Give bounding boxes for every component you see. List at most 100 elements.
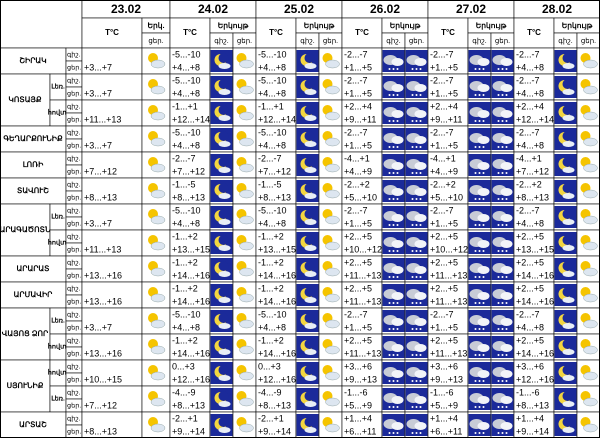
snow <box>415 380 418 382</box>
snow <box>415 354 418 356</box>
cloud <box>583 163 598 173</box>
snow <box>415 94 418 96</box>
cloud <box>304 323 317 329</box>
cloud <box>304 167 317 173</box>
night-label: գիշ. <box>67 389 81 397</box>
cloud <box>304 271 317 277</box>
cell <box>0 359 51 413</box>
weather-icon <box>382 232 405 254</box>
cell <box>141 47 171 75</box>
snow <box>478 406 481 408</box>
snow <box>478 94 481 96</box>
snow <box>497 302 500 304</box>
snow <box>474 198 477 200</box>
snow <box>392 432 395 434</box>
cell <box>255 99 297 127</box>
snow <box>474 146 477 148</box>
temp-day: +3...+7 <box>84 218 112 228</box>
weather-icon <box>405 102 428 124</box>
snow <box>415 224 418 226</box>
snow <box>501 68 504 70</box>
weather-icon <box>580 209 598 225</box>
temp-night: -1...+2 <box>172 283 198 293</box>
night-label: գիշ. <box>67 181 81 189</box>
moon-cut <box>218 105 229 115</box>
temp-night: -2...+1 <box>172 413 198 423</box>
cell <box>427 411 469 439</box>
day-label: ցեր. <box>67 246 81 254</box>
snow <box>415 146 418 148</box>
snow <box>411 120 414 122</box>
weather-icon <box>296 102 319 124</box>
cell <box>169 385 211 413</box>
snow <box>388 302 391 304</box>
snow <box>392 406 395 408</box>
temp-day: +7...+12 <box>258 166 291 176</box>
temp-night: -2...-7 <box>344 205 368 215</box>
cloud <box>239 267 254 277</box>
moon-cut <box>304 287 315 297</box>
snow <box>388 432 391 434</box>
weather-icon <box>382 154 405 176</box>
cloud <box>325 423 340 433</box>
temp-night: +2...+5 <box>430 283 458 293</box>
temp-day: +6...+11 <box>430 426 462 436</box>
moon-cut <box>218 365 229 375</box>
weather-icon <box>148 417 166 433</box>
night-label: գիշ. <box>67 103 81 111</box>
cloud <box>391 84 404 92</box>
weather-icon <box>491 414 514 436</box>
cloud <box>583 137 598 147</box>
temp-day: +8...+13 <box>516 400 549 410</box>
weather-icon <box>322 391 340 407</box>
cell <box>255 411 297 439</box>
snow <box>419 328 422 330</box>
weather-icon <box>296 284 319 306</box>
weather-icon <box>554 414 577 436</box>
temp-day: +4...+9 <box>344 166 372 176</box>
snow <box>501 146 504 148</box>
snow <box>505 380 508 382</box>
cell <box>255 255 297 283</box>
weather-icon <box>580 365 598 381</box>
temp-day: +13...+15 <box>516 244 554 254</box>
moon-cut <box>304 417 315 427</box>
snow <box>396 276 399 278</box>
weather-icon <box>554 102 577 124</box>
weather-icon <box>236 365 254 381</box>
temp-day: +5...+9 <box>430 400 458 410</box>
temp-day: +10...+12 <box>430 244 468 254</box>
cloud <box>218 89 231 95</box>
weather-icon <box>148 313 166 329</box>
weather-icon <box>322 183 340 199</box>
subregion: հովտ. <box>48 238 69 247</box>
cloud <box>239 241 254 251</box>
cloud <box>239 163 254 173</box>
temp-night: -1...+2 <box>172 335 198 345</box>
snow <box>505 302 508 304</box>
cloud <box>583 85 598 95</box>
temp-night: -1...+2 <box>172 257 198 267</box>
temp-header: T°C <box>355 28 369 37</box>
sky-header: Երկույթ <box>390 21 422 30</box>
temp-night: -1...+1 <box>258 101 284 111</box>
snow <box>501 406 504 408</box>
moon-cut <box>562 365 573 375</box>
weather-icon <box>491 232 514 254</box>
day-label: ցեր. <box>67 350 81 358</box>
snow <box>478 224 481 226</box>
weather-icon <box>148 235 166 251</box>
weather-icon <box>210 154 233 176</box>
cloud <box>218 141 231 147</box>
cloud <box>150 111 166 121</box>
day-header: ցեր. <box>495 37 510 45</box>
snow <box>415 406 418 408</box>
temp-day: +3...+7 <box>84 140 112 150</box>
cell <box>141 73 171 101</box>
temp-day: +14...+16 <box>516 348 554 358</box>
night-label: գիշ. <box>67 311 81 319</box>
snow <box>392 328 395 330</box>
weather-icon <box>236 235 254 251</box>
snow <box>474 406 477 408</box>
weather-icon <box>405 362 428 384</box>
